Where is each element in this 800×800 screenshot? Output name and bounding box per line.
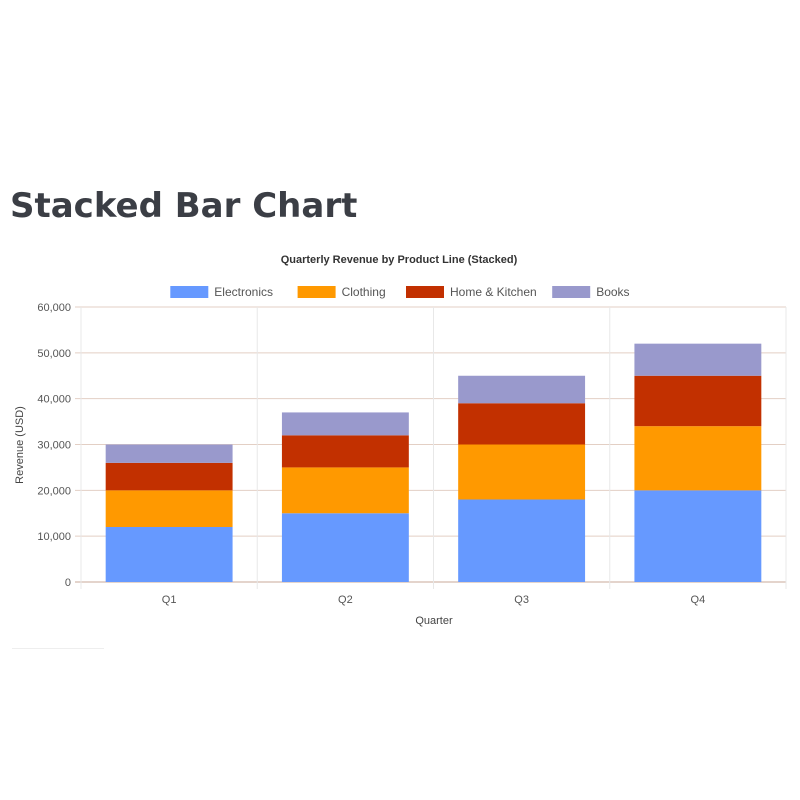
x-tick-label: Q3 (514, 594, 529, 606)
bar-segment (458, 444, 586, 500)
y-axis-label: Revenue (USD) (14, 406, 26, 484)
x-tick-label: Q2 (338, 594, 353, 606)
y-tick-label: 60,000 (37, 302, 71, 314)
bar-segment (281, 412, 409, 436)
chart-bars (105, 343, 762, 582)
bar-segment (105, 462, 233, 491)
bar-segment (105, 490, 233, 527)
x-tick-label: Q1 (162, 594, 177, 606)
bar-segment (458, 375, 586, 404)
legend-swatch (552, 286, 591, 298)
legend-swatch (297, 286, 336, 298)
bar-segment (281, 435, 409, 468)
y-tick-label: 50,000 (37, 348, 71, 360)
chart-axes: 0 10,000 20,000 30,000 40,000 50,000 60,000 Q1 Q… (37, 302, 705, 606)
bar-segment (105, 444, 233, 463)
bar-segment (458, 403, 586, 445)
x-tick-label: Q4 (691, 594, 706, 606)
bar-segment (458, 499, 586, 582)
y-tick-label: 10,000 (37, 531, 71, 543)
legend-label: Electronics (214, 285, 273, 299)
bar-segment (634, 426, 762, 491)
chart-legend: Electronics Clothing Home & Kitchen Books (170, 285, 630, 299)
legend-swatch (170, 286, 209, 298)
y-tick-label: 20,000 (37, 485, 71, 497)
y-tick-label: 30,000 (37, 440, 71, 452)
legend-swatch (406, 286, 444, 298)
bar-segment (105, 527, 233, 582)
bar-segment (634, 343, 762, 376)
y-tick-label: 40,000 (37, 394, 71, 406)
y-tick-label: 0 (65, 577, 71, 589)
chart-title: Quarterly Revenue by Product Line (Stack… (281, 254, 518, 266)
legend-label: Books (596, 285, 629, 299)
footer-divider (12, 648, 104, 649)
bar-segment (281, 467, 409, 514)
page-title: Stacked Bar Chart (10, 186, 358, 226)
legend-label: Clothing (342, 285, 386, 299)
bar-segment (634, 375, 762, 427)
bar-segment (281, 513, 409, 582)
x-axis-label: Quarter (415, 615, 453, 627)
legend-label: Home & Kitchen (450, 285, 537, 299)
bar-segment (634, 490, 762, 582)
